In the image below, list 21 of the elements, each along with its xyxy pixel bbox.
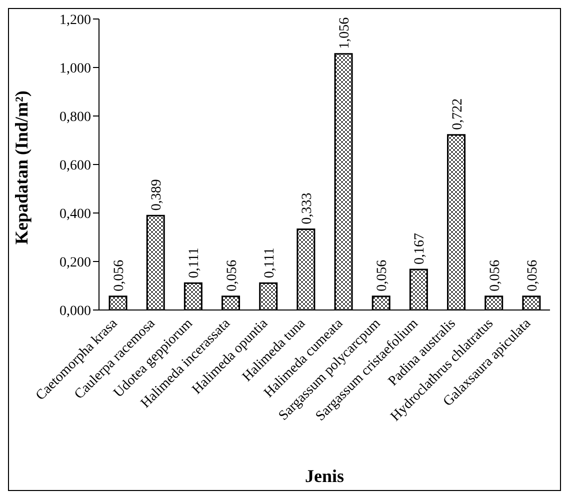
y-axis-title: Kepadatan (Ind/m²) xyxy=(11,90,32,244)
data-label: 0,333 xyxy=(300,192,315,224)
data-label: 0,056 xyxy=(112,260,128,292)
y-tick-label: 0,400 xyxy=(60,206,91,222)
data-label: 0,056 xyxy=(375,260,390,292)
y-tick-label: 0,600 xyxy=(60,158,91,174)
y-tick-label: 1,000 xyxy=(60,61,91,76)
data-label: 0,111 xyxy=(187,248,202,278)
y-tick-label: 0,800 xyxy=(60,110,91,125)
y-tick-label: 0,200 xyxy=(60,255,91,270)
x-axis-title: Jenis xyxy=(304,466,344,486)
y-tick-label: 1,200 xyxy=(60,12,91,28)
data-label: 0,056 xyxy=(224,260,240,292)
data-label: 0,722 xyxy=(450,98,466,130)
data-label: 0,056 xyxy=(525,260,540,292)
data-label: 0,167 xyxy=(412,233,428,265)
data-label: 0,111 xyxy=(262,248,278,278)
data-label: 0,389 xyxy=(150,179,165,211)
data-label: 1,056 xyxy=(338,17,353,49)
y-tick-label: 0,000 xyxy=(60,304,91,319)
data-label: 0,056 xyxy=(488,260,503,292)
